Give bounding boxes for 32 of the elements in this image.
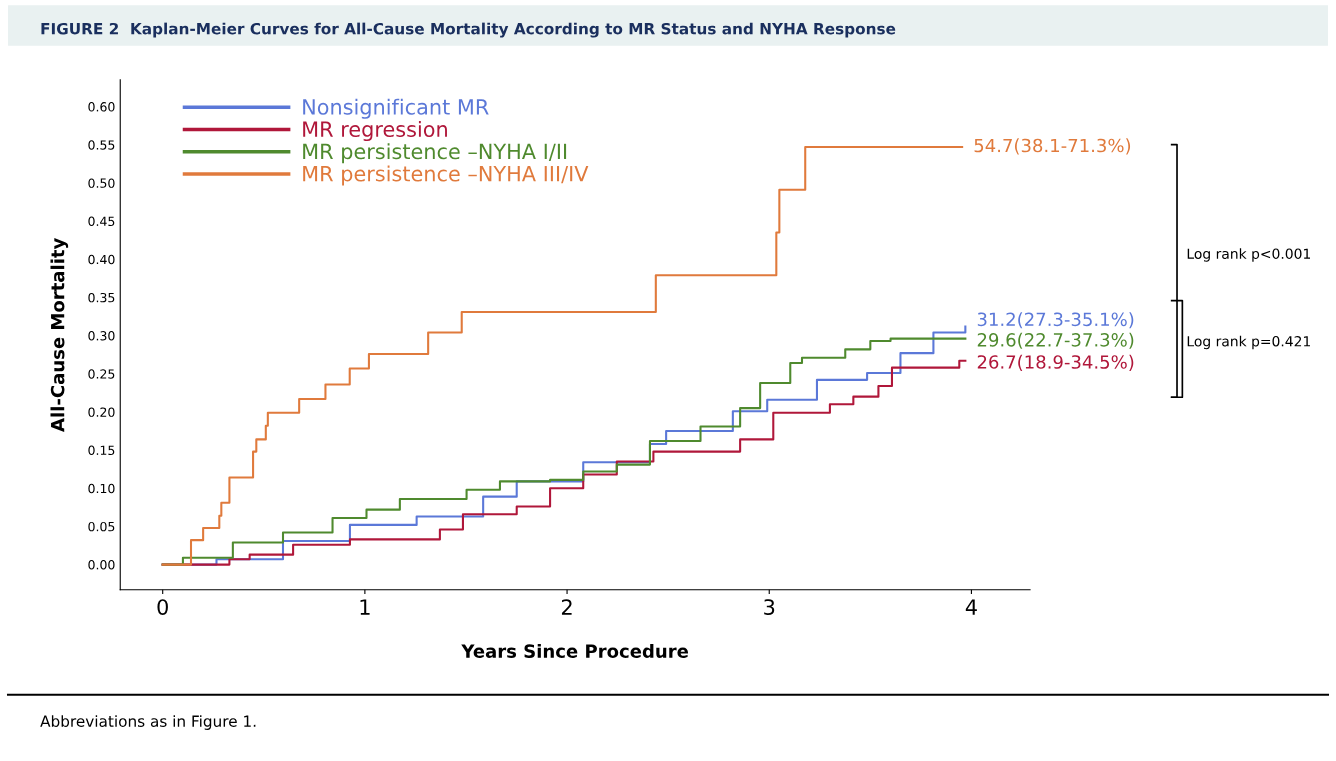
y-tick-label: 0.15 bbox=[88, 445, 115, 456]
y-tick-label: 0.60 bbox=[88, 102, 115, 112]
x-tick-label: 2 bbox=[561, 599, 572, 615]
y-tick-label: 0.40 bbox=[88, 254, 115, 265]
chart-title: FIGURE 2 Kaplan-Meier Curves for All-Cause Mortality According to MR Status and NYHA Response bbox=[41, 22, 896, 38]
x-tick-label: 4 bbox=[965, 599, 977, 615]
x-tick-label: 0 bbox=[157, 599, 168, 615]
annotation: 29.6(22.7-37.3%) bbox=[977, 332, 1134, 349]
text: MR regression bbox=[303, 120, 447, 142]
text: MR persistence –NYHA III/IV bbox=[303, 165, 589, 186]
text: Log rank p=0.421 bbox=[1187, 335, 1311, 350]
y-tick-label: 0.35 bbox=[88, 292, 115, 303]
text: Log rank p<0.001 bbox=[1187, 248, 1311, 262]
annotation: 54.7(38.1-71.3%) bbox=[974, 138, 1131, 155]
y-tick-label: 0.20 bbox=[88, 407, 115, 417]
y-tick-label: 0.25 bbox=[88, 369, 115, 379]
y-tick-label: 0.05 bbox=[88, 521, 115, 532]
x-tick-label: 3 bbox=[764, 599, 775, 615]
text: Abbreviations as in Figure 1. bbox=[40, 715, 256, 730]
y-axis-title: All-Cause Mortality bbox=[50, 238, 69, 432]
y-tick-label: 0.45 bbox=[88, 216, 115, 227]
annotation: 26.7(18.9-34.5%) bbox=[977, 354, 1134, 371]
x-axis-title: Years Since Procedure bbox=[461, 643, 689, 658]
x-tick-label: 1 bbox=[360, 599, 370, 615]
annotation: 31.2(27.3-35.1%) bbox=[977, 312, 1134, 329]
y-tick-label: 0.10 bbox=[88, 483, 115, 494]
text: Nonsignificant MR bbox=[303, 98, 489, 119]
y-tick-label: 0.30 bbox=[88, 331, 115, 341]
y-tick-label: 0.00 bbox=[88, 560, 115, 570]
y-tick-label: 0.55 bbox=[88, 140, 115, 150]
y-tick-label: 0.50 bbox=[88, 178, 115, 188]
text: MR persistence –NYHA I/II bbox=[303, 143, 567, 164]
